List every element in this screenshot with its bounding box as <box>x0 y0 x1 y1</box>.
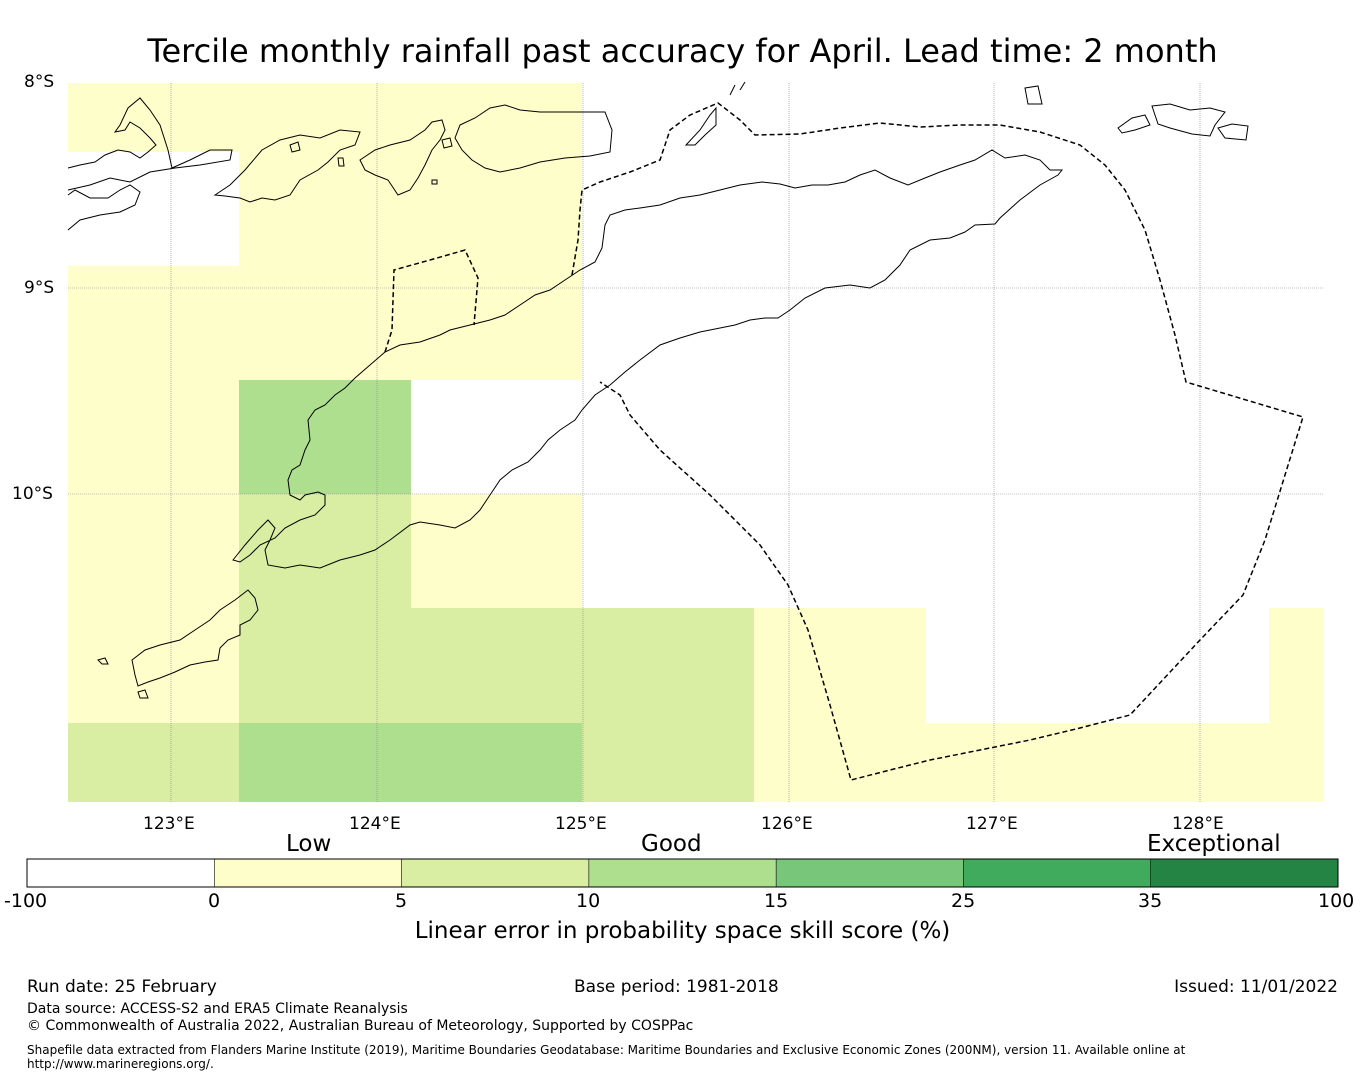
grid-cell <box>68 380 239 723</box>
grid-cell <box>1269 608 1324 723</box>
grid-cell <box>926 723 1324 802</box>
grid-cell <box>68 83 582 152</box>
grid-cell <box>239 723 582 802</box>
gridlines <box>68 83 1324 802</box>
colorbar-category-exceptional: Exceptional <box>1147 831 1281 857</box>
coastline-islet <box>1117 114 1151 134</box>
lon-label: 123°E <box>143 814 195 834</box>
base-period: Base period: 1981-2018 <box>574 977 779 997</box>
coastline-islet <box>289 141 301 153</box>
grid-cell <box>411 608 754 723</box>
eez-boundary-timor-leste <box>571 102 1304 781</box>
coastline-islet <box>1217 123 1249 141</box>
issued-date: Issued: 11/01/2022 <box>1174 977 1338 997</box>
grid-cell <box>411 494 582 608</box>
coastline-island <box>454 104 613 173</box>
eez-boundary-oecusse <box>384 249 479 353</box>
colorbar-tick: 35 <box>1138 890 1163 912</box>
coastline-island <box>67 184 141 231</box>
coastline-island <box>213 129 361 203</box>
maritime-boundary-eez <box>384 102 1304 781</box>
coastline-island <box>137 689 149 699</box>
lat-label: 10°S <box>12 484 53 504</box>
coastline-islet <box>1024 85 1043 105</box>
grid-cell <box>239 494 411 723</box>
grid-cell <box>582 723 754 802</box>
skill-score-grid <box>68 83 1324 802</box>
grid-cell <box>239 152 582 266</box>
grid-cell <box>754 608 926 802</box>
chart-title: Tercile monthly rainfall past accuracy f… <box>147 32 1218 70</box>
coastline-island <box>131 589 259 687</box>
coastline-islet <box>1151 103 1226 137</box>
colorbar-tick: 5 <box>395 890 408 912</box>
colorbar-tick: 10 <box>576 890 601 912</box>
coastline-north-islands <box>67 97 233 191</box>
lon-label: 128°E <box>1172 814 1224 834</box>
copyright: © Commonwealth of Australia 2022, Austra… <box>27 1018 694 1034</box>
colorbar-category-good: Good <box>641 831 702 857</box>
coastline-islet <box>441 137 453 149</box>
grid-cell <box>68 266 582 380</box>
colorbar-axis-label: Linear error in probability space skill … <box>414 918 951 944</box>
colorbar-tick: 15 <box>764 890 789 912</box>
colorbar-tick: 100 <box>1318 890 1355 912</box>
colorbar-tick: -100 <box>4 890 48 912</box>
coastline-islet <box>729 81 746 96</box>
coastline-island <box>97 657 109 665</box>
coastline-islet <box>431 179 438 185</box>
colorbar-tick: 0 <box>208 890 221 912</box>
lon-label: 126°E <box>761 814 813 834</box>
coastline-island <box>359 119 446 196</box>
colorbar-tick: 25 <box>951 890 976 912</box>
coastline-timor <box>232 149 1064 569</box>
coastline-islet <box>337 157 345 167</box>
coastline-islet <box>684 106 717 146</box>
lon-label: 125°E <box>555 814 607 834</box>
grid-cell <box>239 380 411 494</box>
lon-label: 127°E <box>966 814 1018 834</box>
lon-label: 124°E <box>349 814 401 834</box>
shapefile-credit: Shapefile data extracted from Flanders M… <box>27 1043 1186 1071</box>
colorbar-category-low: Low <box>286 831 332 857</box>
lat-label: 9°S <box>24 278 55 298</box>
run-date: Run date: 25 February <box>27 977 217 997</box>
grid-cell <box>68 723 239 802</box>
data-source: Data source: ACCESS-S2 and ERA5 Climate … <box>27 1001 408 1017</box>
coastline <box>67 81 1249 699</box>
lat-label: 8°S <box>24 72 55 92</box>
